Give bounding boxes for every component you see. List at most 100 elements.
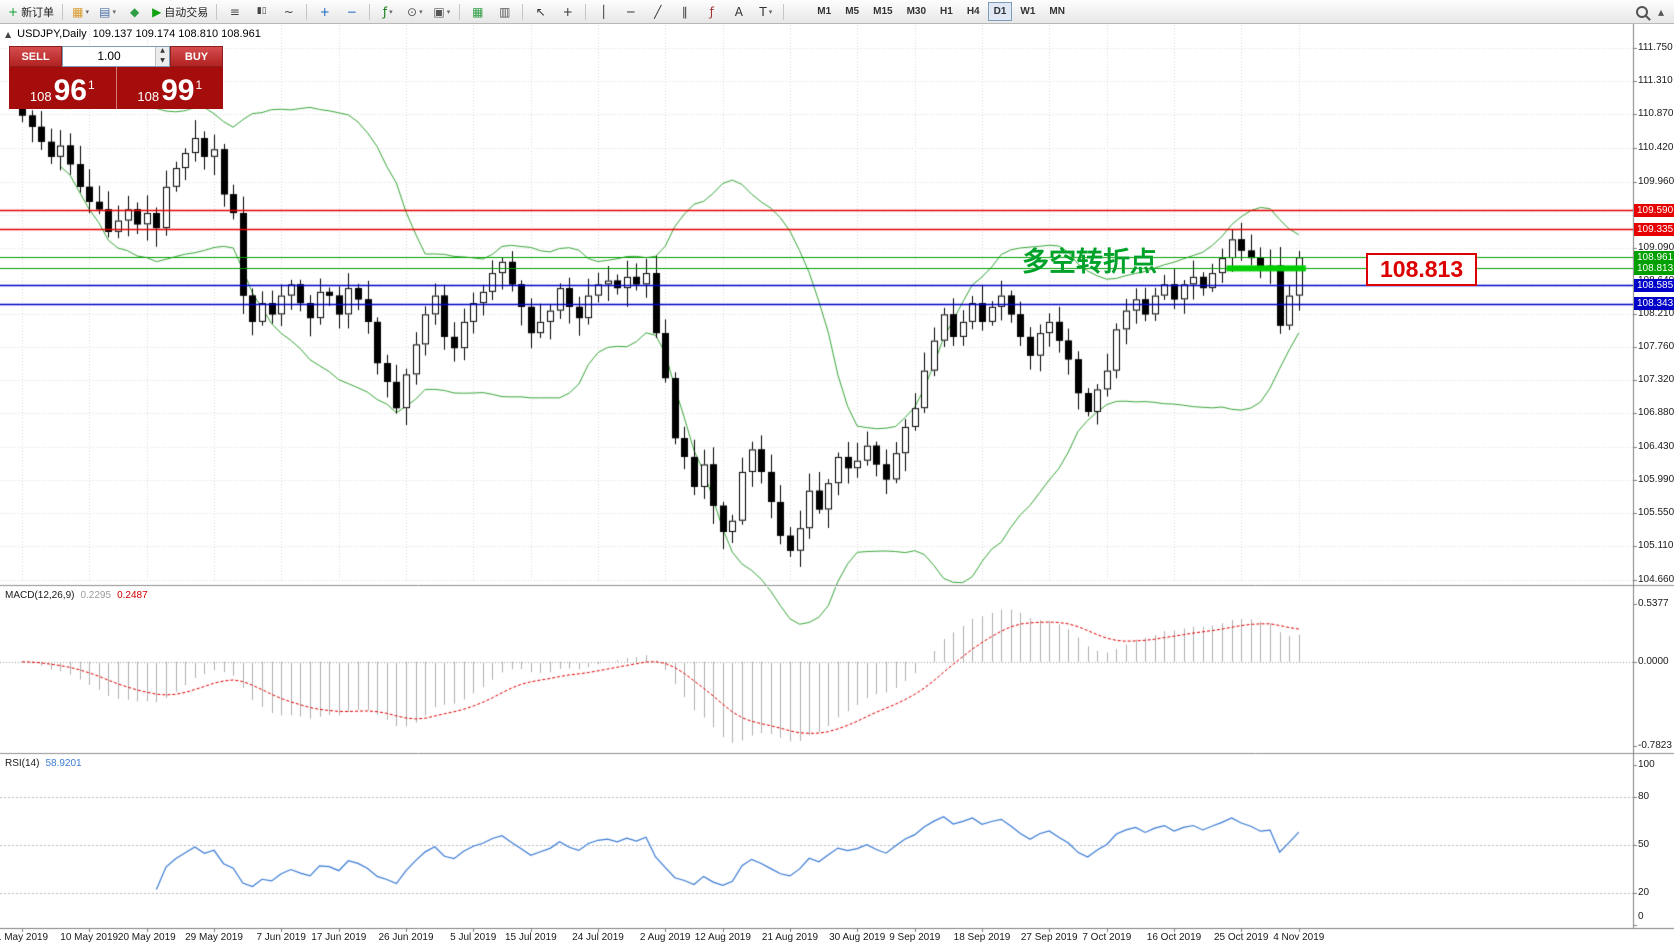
toolbar-separator: [459, 3, 461, 20]
bar-chart-mode-icon[interactable]: ≡: [222, 1, 247, 22]
profiles-icon-caret: ▾: [112, 7, 116, 16]
tf-button-w1[interactable]: W1: [1020, 6, 1036, 17]
sell-button[interactable]: SELL: [9, 46, 62, 67]
toolbar-left: + 新订单 ▦ ▾ ▤ ▾ ◆ ▶ 自动交易 ≡ ▮▯ ~ + − ƒ ▾ ⊙ ▾ ▣ ▾ ▦ ▥ ↖ + │ ─ ╱ ∥ ƒ A T ▾: [4, 1, 788, 22]
rsi-tick-label: 100: [1638, 759, 1655, 770]
collapse-toolbar-icon[interactable]: ▴: [1657, 4, 1664, 19]
line-chart-mode-icon[interactable]: ~: [276, 1, 301, 22]
profiles-icon-glyph: ▤: [99, 4, 111, 19]
buy-button[interactable]: BUY: [170, 46, 223, 67]
volume-value[interactable]: 1.00: [97, 49, 121, 63]
rsi-tick-label: 0: [1638, 911, 1644, 922]
price-callout-box[interactable]: 108.813: [1366, 253, 1478, 286]
arrange-windows-icon[interactable]: ▥: [492, 1, 517, 22]
macd-tick-label: 0.5377: [1638, 598, 1669, 609]
tf-button-h4[interactable]: H4: [966, 6, 980, 17]
price-tick-label: 110.420: [1638, 141, 1674, 153]
hline-price-label: 109.590: [1634, 203, 1674, 217]
auto-trading-button-glyph: ▶: [152, 4, 162, 19]
date-tick-label: 1 May 2019: [0, 932, 49, 943]
sell-price-big: 96: [53, 74, 87, 107]
price-tick-label: 110.870: [1638, 108, 1674, 120]
arrows-icon[interactable]: T ▾: [753, 1, 778, 22]
tf-button-h1[interactable]: H1: [940, 6, 953, 17]
toolbar-separator: [306, 3, 308, 20]
toolbar-separator: [216, 3, 218, 20]
macd-main-value: 0.2295: [80, 590, 112, 601]
toolbar-separator: [62, 3, 64, 20]
candlestick-mode-icon[interactable]: ▮▯: [249, 1, 274, 22]
buy-price-prefix: 108: [137, 89, 160, 104]
toolbar-separator: [522, 3, 524, 20]
rsi-value: 58.9201: [45, 758, 82, 769]
text-label-icon[interactable]: A: [726, 1, 751, 22]
trendline-icon[interactable]: ╱: [645, 1, 670, 22]
candlestick-mode-icon-glyph: ▮▯: [256, 6, 267, 16]
one-click-trade-panel: SELL 1.00 ▲ ▼ BUY 108 96 1 108 99 1: [9, 46, 223, 109]
new-chart-icon[interactable]: ▦ ▾: [68, 1, 93, 22]
horizontal-line-icon[interactable]: ─: [618, 1, 643, 22]
periods-icon-caret: ▾: [419, 7, 423, 16]
turning-point-annotation[interactable]: 多空转折点: [1022, 247, 1157, 277]
tf-button-mn[interactable]: MN: [1049, 6, 1065, 17]
date-tick-label: 17 Jun 2019: [311, 932, 367, 943]
volume-field[interactable]: 1.00 ▲ ▼: [62, 46, 170, 67]
price-tick-label: 105.990: [1638, 474, 1674, 486]
price-tick-label: 111.750: [1638, 42, 1673, 53]
vertical-line-icon[interactable]: │: [591, 1, 616, 22]
tf-button-m30[interactable]: M30: [906, 6, 927, 17]
channel-icon-glyph: ∥: [681, 4, 688, 19]
rsi-label: RSI(14) 58.9201: [5, 758, 82, 769]
tf-button-m5[interactable]: M5: [845, 6, 860, 17]
fibonacci-icon[interactable]: ƒ: [699, 1, 724, 22]
symbol-ohlc: 109.137 109.174 108.810 108.961: [92, 28, 261, 40]
templates-icon[interactable]: ▣ ▾: [429, 1, 454, 22]
zoom-out-icon-glyph: −: [346, 4, 357, 19]
cursor-icon[interactable]: ↖: [528, 1, 553, 22]
market-watch-icon[interactable]: ◆: [122, 1, 147, 22]
price-tick-label: 107.320: [1638, 374, 1674, 386]
trendline-icon-glyph: ╱: [654, 4, 662, 19]
indicators-icon[interactable]: ƒ ▾: [375, 1, 400, 22]
tf-button-d1[interactable]: D1: [987, 2, 1013, 21]
crosshair-icon[interactable]: +: [555, 1, 580, 22]
arrange-windows-icon-glyph: ▥: [499, 4, 511, 19]
date-tick-label: 30 Aug 2019: [829, 932, 886, 943]
volume-increase-icon[interactable]: ▲: [156, 47, 169, 57]
volume-spinner: ▲ ▼: [155, 47, 169, 66]
date-tick-label: 4 Nov 2019: [1273, 932, 1325, 943]
profiles-icon[interactable]: ▤ ▾: [95, 1, 120, 22]
auto-trading-button-label: 自动交易: [164, 6, 209, 19]
date-tick-label: 5 Jul 2019: [450, 932, 497, 943]
tf-button-m15[interactable]: M15: [873, 6, 893, 17]
rsi-tick-label: 80: [1638, 791, 1650, 802]
toolbar-separator: [783, 3, 785, 20]
zoom-out-icon[interactable]: −: [339, 1, 364, 22]
search-icon[interactable]: [1635, 5, 1648, 18]
volume-decrease-icon[interactable]: ▼: [156, 56, 169, 66]
trade-panel-prices: 108 96 1 108 99 1: [9, 67, 223, 109]
collapse-trade-panel-arrow[interactable]: ▲: [5, 29, 12, 39]
new-order-button[interactable]: + 新订单: [5, 1, 57, 22]
macd-label: MACD(12,26,9) 0.2295 0.2487: [5, 590, 148, 601]
price-tick-label: 105.110: [1638, 540, 1674, 552]
auto-trading-button[interactable]: ▶ 自动交易: [149, 1, 211, 22]
sell-price-prefix: 108: [29, 89, 52, 104]
buy-price-button[interactable]: 108 99 1: [117, 67, 224, 109]
macd-tick-label: -0.7823: [1638, 740, 1672, 751]
zoom-in-icon[interactable]: +: [312, 1, 337, 22]
arrows-icon-glyph: T: [759, 4, 767, 19]
date-tick-label: 2 Aug 2019: [639, 932, 691, 943]
sell-price-button[interactable]: 108 96 1: [9, 67, 116, 109]
date-tick-label: 20 May 2019: [117, 932, 176, 943]
tile-windows-icon[interactable]: ▦: [465, 1, 490, 22]
periods-icon[interactable]: ⊙ ▾: [402, 1, 427, 22]
tf-button-m1[interactable]: M1: [817, 6, 832, 17]
toolbar-separator: [369, 3, 371, 20]
templates-icon-caret: ▾: [446, 7, 451, 16]
market-watch-icon-glyph: ◆: [129, 4, 140, 19]
channel-icon[interactable]: ∥: [672, 1, 697, 22]
price-tick-label: 109.960: [1638, 176, 1674, 188]
